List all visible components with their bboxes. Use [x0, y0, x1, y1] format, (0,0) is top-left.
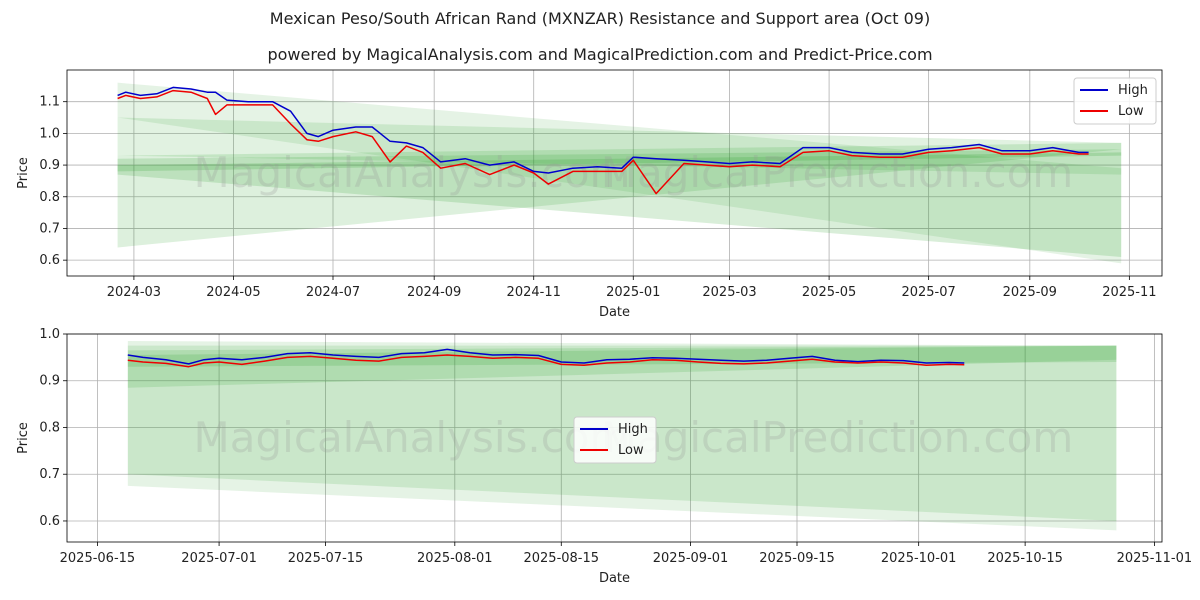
chart-subtitle: powered by MagicalAnalysis.com and Magic…: [267, 45, 933, 64]
x-tick-label: 2025-08-01: [417, 551, 493, 566]
chart-panel-1: 2024-03 2024-05 2024-07 2024-09 2024-11 2025-…: [16, 69, 1163, 320]
watermark-left: MagicalAnalysis.com: [194, 413, 631, 462]
y-tick-label: 0.8: [39, 420, 60, 435]
x-tick-label: 2024-05: [206, 285, 260, 300]
legend-label-low: Low: [1118, 104, 1144, 119]
x-tick-label: 2025-08-15: [523, 551, 599, 566]
legend-label-low: Low: [618, 443, 644, 458]
y-tick-label: 0.9: [39, 374, 60, 389]
series-line-low: [117, 89, 1089, 195]
x-tick-label: 2025-09-01: [653, 551, 729, 566]
x-tick-label: 2025-07-01: [181, 551, 257, 566]
y-axis-label: Price: [16, 422, 31, 454]
chart-panel-2: 2025-06-15 2025-07-01 2025-07-15 2025-08-01…: [16, 327, 1192, 586]
x-tick-label: 2025-01: [606, 285, 660, 300]
series-group: [127, 348, 965, 368]
x-axis-label: Date: [599, 305, 630, 320]
plot-frame: [66, 69, 1163, 277]
x-tick-label: 2025-10-01: [881, 551, 957, 566]
support-resistance-band: [117, 142, 1122, 248]
support-resistance-band: [117, 82, 1122, 264]
x-tick-label: 2024-07: [306, 285, 360, 300]
y-tick-label: 1.1: [39, 95, 60, 110]
y-tick-label: 0.6: [39, 514, 60, 529]
support-resistance-band: [117, 149, 1122, 257]
y-tick-label: 0.8: [39, 190, 60, 205]
watermark-left: MagicalAnalysis.com: [194, 148, 631, 197]
y-tick-label: 0.9: [39, 158, 60, 173]
y-tick-label: 0.6: [39, 253, 60, 268]
y-tick-label: 1.0: [39, 327, 60, 342]
x-tick-label: 2025-06-15: [60, 551, 136, 566]
x-tick-label: 2025-09: [1003, 285, 1057, 300]
x-tick-label: 2025-09-15: [759, 551, 835, 566]
x-tick-label: 2024-03: [107, 285, 161, 300]
series-line-low: [127, 354, 965, 368]
series-line-high: [117, 86, 1089, 174]
x-tick-label: 2024-11: [507, 285, 561, 300]
x-tick-label: 2024-09: [407, 285, 461, 300]
y-tick-label: 0.7: [39, 221, 60, 236]
x-axis-label: Date: [599, 571, 630, 586]
support-resistance-band: [127, 345, 1117, 388]
watermark-right: MagicalPrediction.com: [601, 148, 1074, 197]
x-tick-label: 2025-07-15: [288, 551, 364, 566]
chart-title: Mexican Peso/South African Rand (MXNZAR)…: [269, 9, 931, 28]
x-tick-label: 2025-07: [901, 285, 955, 300]
x-tick-label: 2025-10-15: [987, 551, 1063, 566]
band-group: [117, 82, 1122, 264]
series-group: [117, 86, 1089, 195]
y-tick-label: 1.0: [39, 126, 60, 141]
legend-label-high: High: [1118, 83, 1148, 98]
watermark-right: MagicalPrediction.com: [601, 413, 1074, 462]
x-tick-label: 2025-11: [1102, 285, 1156, 300]
x-tick-label: 2025-11-01: [1117, 551, 1193, 566]
support-resistance-band: [117, 117, 1122, 175]
plot-frame: [66, 333, 1163, 543]
legend-label-high: High: [618, 422, 648, 437]
y-tick-label: 0.7: [39, 467, 60, 482]
x-tick-label: 2025-05: [802, 285, 856, 300]
y-axis-label: Price: [16, 157, 31, 189]
series-line-high: [127, 348, 965, 365]
x-tick-label: 2025-03: [702, 285, 756, 300]
